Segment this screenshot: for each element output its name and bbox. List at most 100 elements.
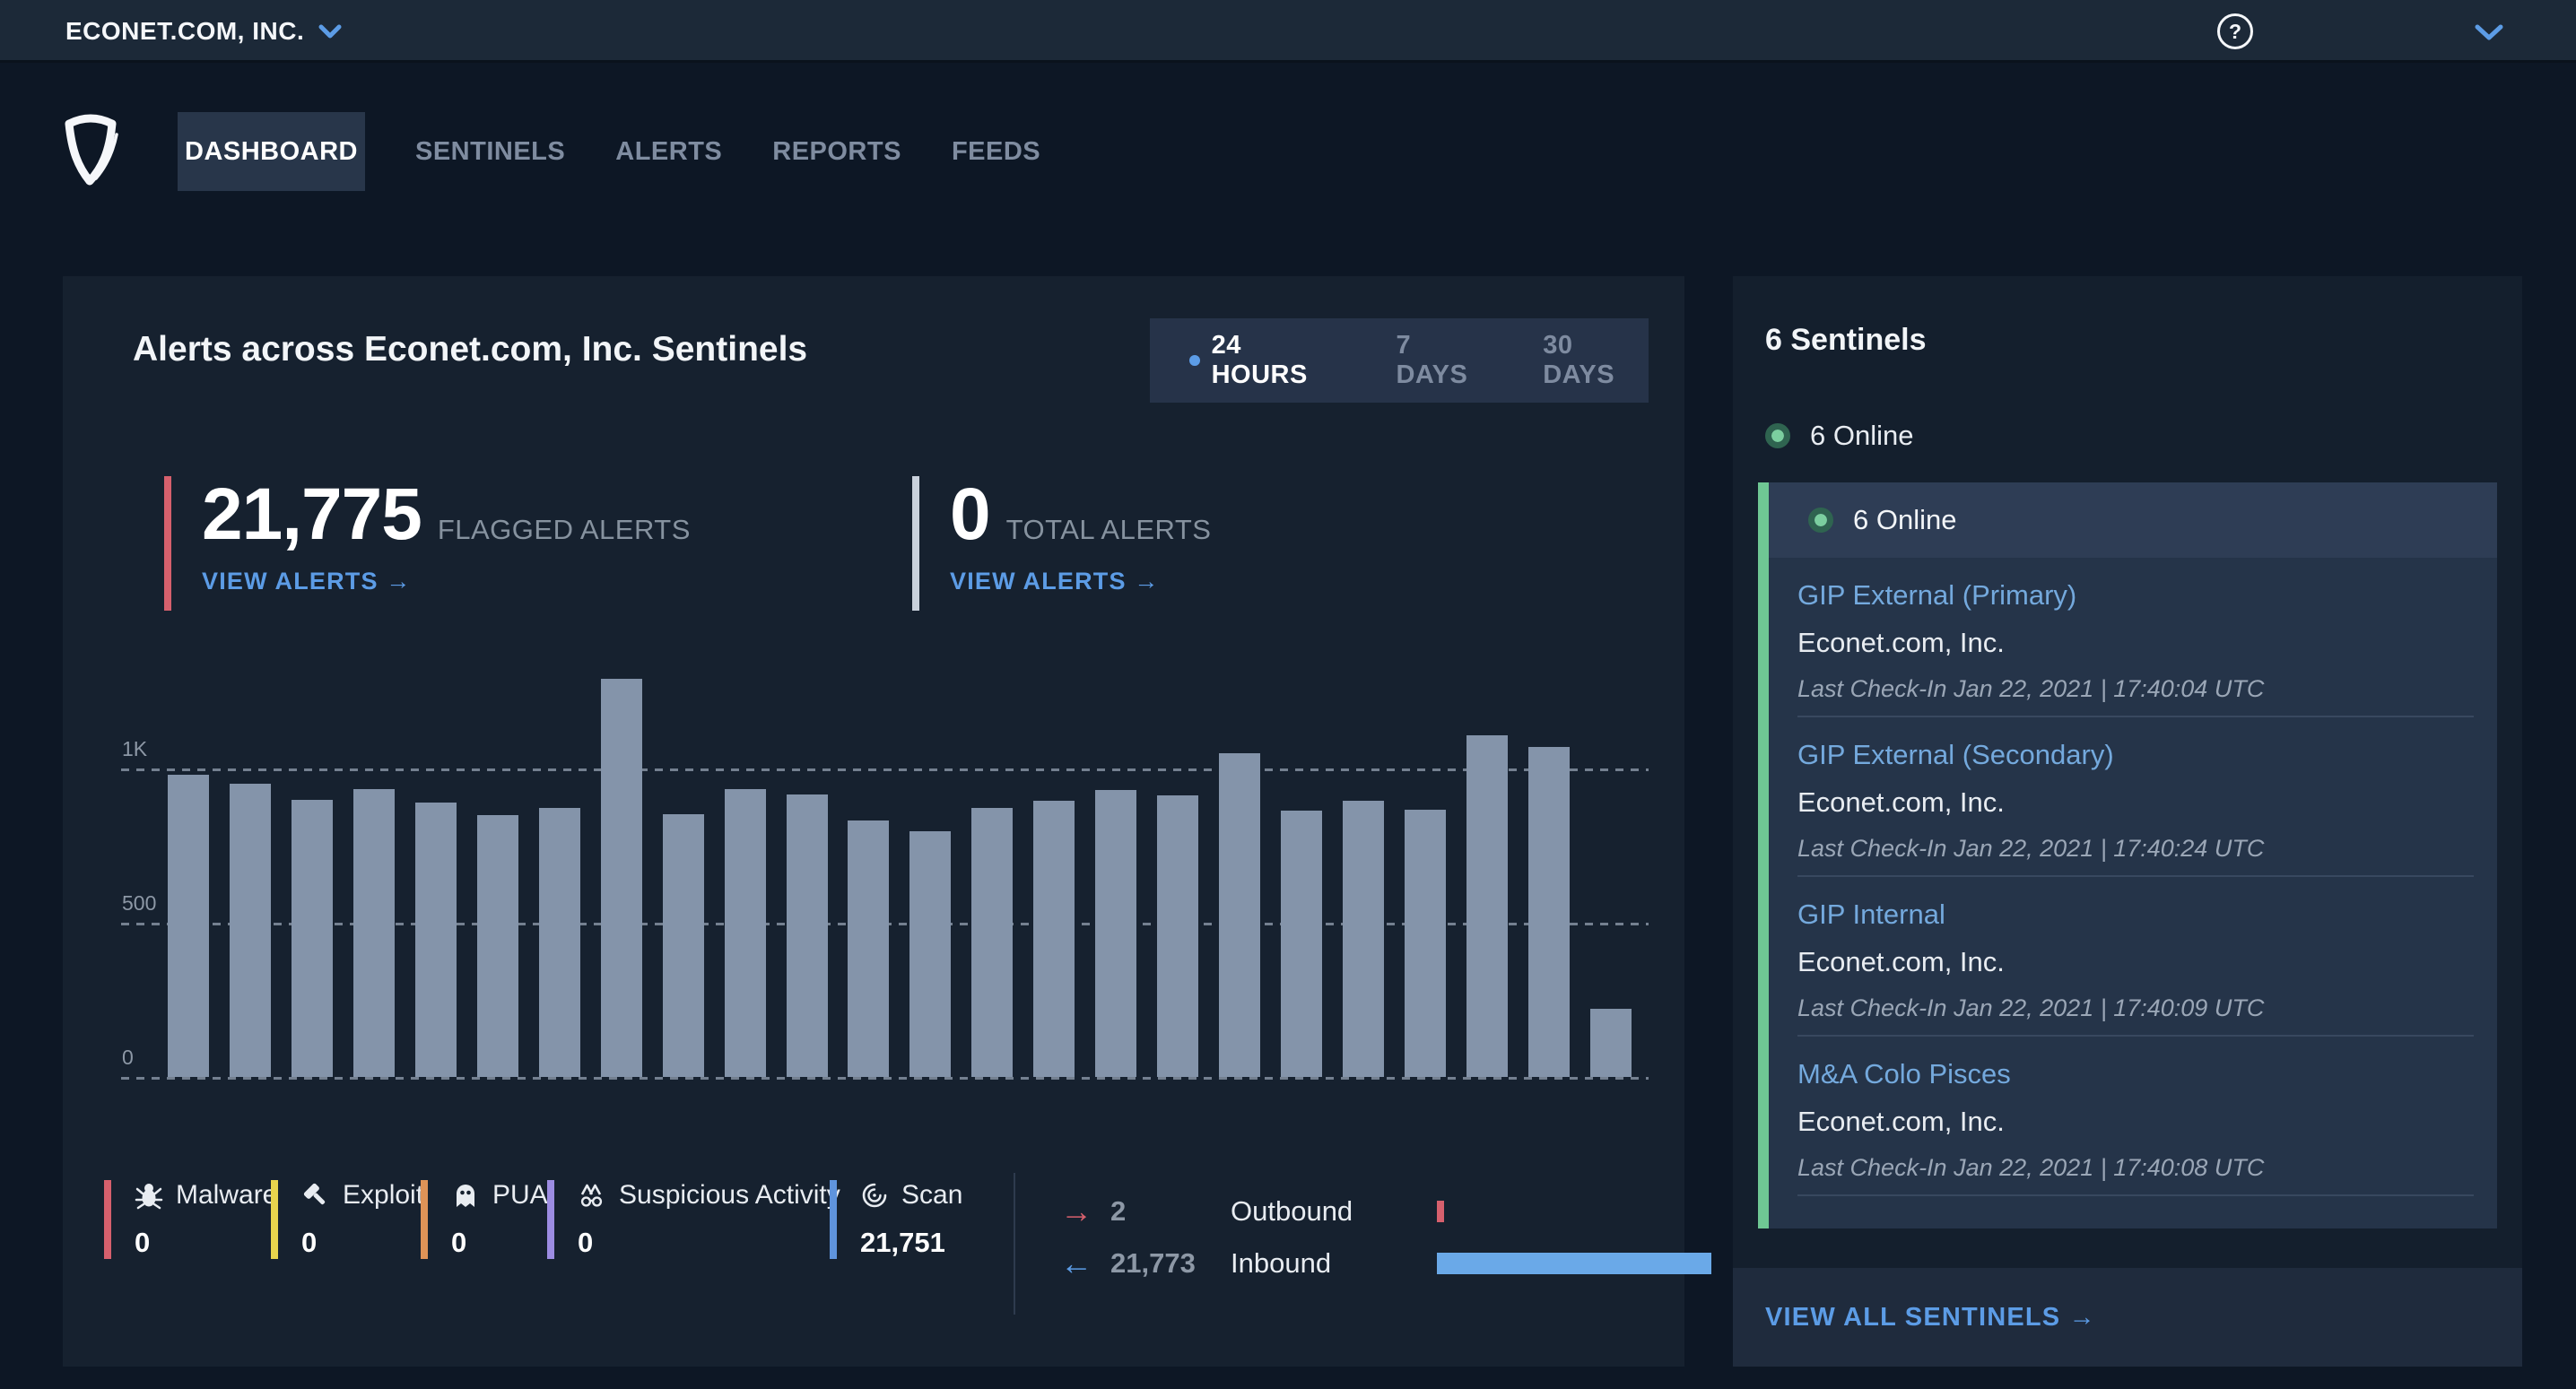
sentinel-last-checkin: Last Check-In Jan 22, 2021 | 17:40:24 UT… xyxy=(1797,835,2265,862)
collapse-header-button[interactable] xyxy=(2474,23,2504,41)
total-alerts-label: TOTAL ALERTS xyxy=(1005,514,1212,545)
chart-bar xyxy=(909,831,952,1077)
sentinel-item: GIP External (Secondary) Econet.com, Inc… xyxy=(1797,717,2474,877)
nav-tab-alerts[interactable]: ALERTS xyxy=(615,136,723,166)
chart-bar xyxy=(1157,795,1199,1077)
chart-bar xyxy=(1343,801,1385,1077)
chart-bar xyxy=(1405,810,1447,1077)
chart-bar xyxy=(291,800,333,1077)
legend-value: 0 xyxy=(301,1227,318,1258)
legend-value: 21,751 xyxy=(860,1227,945,1258)
org-name: ECONET.COM, INC. xyxy=(65,17,305,45)
inbound-row: ← 21,773 Inbound xyxy=(1060,1243,1711,1284)
nav-tab-feeds[interactable]: FEEDS xyxy=(951,136,1041,166)
online-status-dot-icon xyxy=(1808,508,1833,533)
nav-tab-reports[interactable]: REPORTS xyxy=(772,136,901,166)
legend-label: PUA xyxy=(492,1180,548,1210)
sentinel-org: Econet.com, Inc. xyxy=(1797,946,2005,977)
chart-bar xyxy=(662,814,704,1077)
org-switcher[interactable]: ECONET.COM, INC. xyxy=(65,0,342,63)
sentinels-panel: 6 Sentinels 6 Online 6 Online GIP Extern… xyxy=(1733,276,2522,1367)
pua-ghost-icon xyxy=(451,1181,480,1210)
sentinels-footer: VIEW ALL SENTINELS → xyxy=(1733,1268,2522,1367)
tab-24-hours-label: 24 HOURS xyxy=(1211,331,1308,389)
gridline-1k xyxy=(121,768,1649,771)
chart-bar xyxy=(414,803,457,1077)
chart-bar xyxy=(1466,735,1509,1077)
chart-bar xyxy=(724,789,766,1077)
legend-label: Exploit xyxy=(343,1180,424,1210)
tab-24-hours[interactable]: 24 HOURS xyxy=(1189,331,1340,390)
sentinel-name-link[interactable]: GIP Internal xyxy=(1797,899,1945,930)
chart-bar xyxy=(848,820,890,1077)
legend-label: Scan xyxy=(901,1180,963,1210)
alerts-panel: Alerts across Econet.com, Inc. Sentinels… xyxy=(63,276,1711,1367)
malware-bug-icon xyxy=(135,1181,163,1210)
active-dot-icon xyxy=(1189,355,1200,366)
chart-bar xyxy=(1095,790,1137,1077)
inbound-count: 21,773 xyxy=(1110,1247,1196,1279)
flagged-alerts-count: 21,775 xyxy=(202,473,422,555)
sentinel-item: M&A Colo Pisces Econet.com, Inc. Last Ch… xyxy=(1797,1037,2474,1196)
chart-bar xyxy=(1219,753,1261,1077)
outbound-bar xyxy=(1437,1201,1444,1222)
sentinel-org: Econet.com, Inc. xyxy=(1797,627,2005,658)
online-status-dot-icon xyxy=(1765,423,1790,448)
sentinel-last-checkin: Last Check-In Jan 22, 2021 | 17:40:08 UT… xyxy=(1797,1154,2265,1181)
chart-bar xyxy=(600,679,642,1077)
arrow-left-icon: ← xyxy=(1060,1245,1092,1281)
online-summary-label: 6 Online xyxy=(1810,420,1914,451)
chart-bar xyxy=(1033,801,1075,1077)
tab-7-days[interactable]: 7 DAYS xyxy=(1396,331,1468,389)
sentinel-name-link[interactable]: GIP External (Secondary) xyxy=(1797,739,2114,770)
arrow-right-icon: → xyxy=(1060,1193,1092,1229)
flagged-alerts-label: FLAGGED ALERTS xyxy=(437,514,691,545)
y-axis-tick-1k: 1K xyxy=(122,737,148,760)
gridline-0 xyxy=(121,1077,1649,1080)
legend-item-malware: Malware 0 xyxy=(104,1180,277,1259)
nav-tab-dashboard[interactable]: DASHBOARD xyxy=(178,112,365,191)
view-flagged-alerts-link[interactable]: VIEW ALERTS → xyxy=(202,567,412,595)
total-alerts-count: 0 xyxy=(950,473,991,555)
outbound-label: Outbound xyxy=(1231,1195,1353,1227)
sentinel-last-checkin: Last Check-In Jan 22, 2021 | 17:40:04 UT… xyxy=(1797,675,2265,702)
chevron-down-icon xyxy=(318,24,342,39)
chart-bar xyxy=(168,775,209,1077)
view-all-sentinels-link[interactable]: VIEW ALL SENTINELS → xyxy=(1765,1302,2096,1332)
legend-item-scan: Scan 21,751 xyxy=(830,1180,962,1259)
sentinel-list-header-label: 6 Online xyxy=(1853,504,1957,535)
outbound-row: → 2 Outbound xyxy=(1060,1191,1444,1232)
chart-bar xyxy=(786,794,828,1077)
online-summary: 6 Online xyxy=(1765,420,1913,452)
sentinel-org: Econet.com, Inc. xyxy=(1797,1106,2005,1137)
alerts-bar-chart xyxy=(168,664,1632,1077)
legend-item-pua: PUA 0 xyxy=(421,1180,548,1259)
flagged-alerts-stat: 21,775 FLAGGED ALERTS VIEW ALERTS → xyxy=(164,476,691,611)
chart-bar xyxy=(1527,747,1570,1077)
primary-nav: DASHBOARD SENTINELS ALERTS REPORTS FEEDS xyxy=(178,112,1040,191)
sentinel-last-checkin: Last Check-In Jan 22, 2021 | 17:40:09 UT… xyxy=(1797,994,2265,1021)
legend-traffic-divider xyxy=(1014,1173,1015,1315)
sentinels-heading: 6 Sentinels xyxy=(1765,323,1927,357)
tab-30-days[interactable]: 30 DAYS xyxy=(1543,331,1615,389)
sentinel-name-link[interactable]: M&A Colo Pisces xyxy=(1797,1058,2011,1089)
sentinel-item: GIP Internal Econet.com, Inc. Last Check… xyxy=(1797,877,2474,1037)
chart-bar xyxy=(476,815,518,1077)
chart-bar xyxy=(1589,1009,1632,1077)
sentinel-org: Econet.com, Inc. xyxy=(1797,786,2005,818)
scan-swirl-icon xyxy=(860,1181,889,1210)
legend-value: 0 xyxy=(451,1227,467,1258)
help-button[interactable]: ? xyxy=(2217,13,2253,49)
time-range-tabs: 24 HOURS 7 DAYS 30 DAYS xyxy=(1150,318,1649,403)
y-axis-tick-0: 0 xyxy=(122,1046,134,1069)
y-axis-tick-500: 500 xyxy=(122,891,157,915)
inbound-bar xyxy=(1437,1253,1711,1274)
suspicious-disguise-icon xyxy=(578,1181,606,1210)
chart-bar xyxy=(1281,811,1323,1077)
view-total-alerts-link[interactable]: VIEW ALERTS → xyxy=(950,567,1160,595)
sentinel-name-link[interactable]: GIP External (Primary) xyxy=(1797,579,2077,611)
nav-tab-sentinels[interactable]: SENTINELS xyxy=(415,136,566,166)
inbound-label: Inbound xyxy=(1231,1247,1332,1279)
legend-item-exploit: Exploit 0 xyxy=(271,1180,423,1259)
chart-bar xyxy=(352,789,395,1077)
